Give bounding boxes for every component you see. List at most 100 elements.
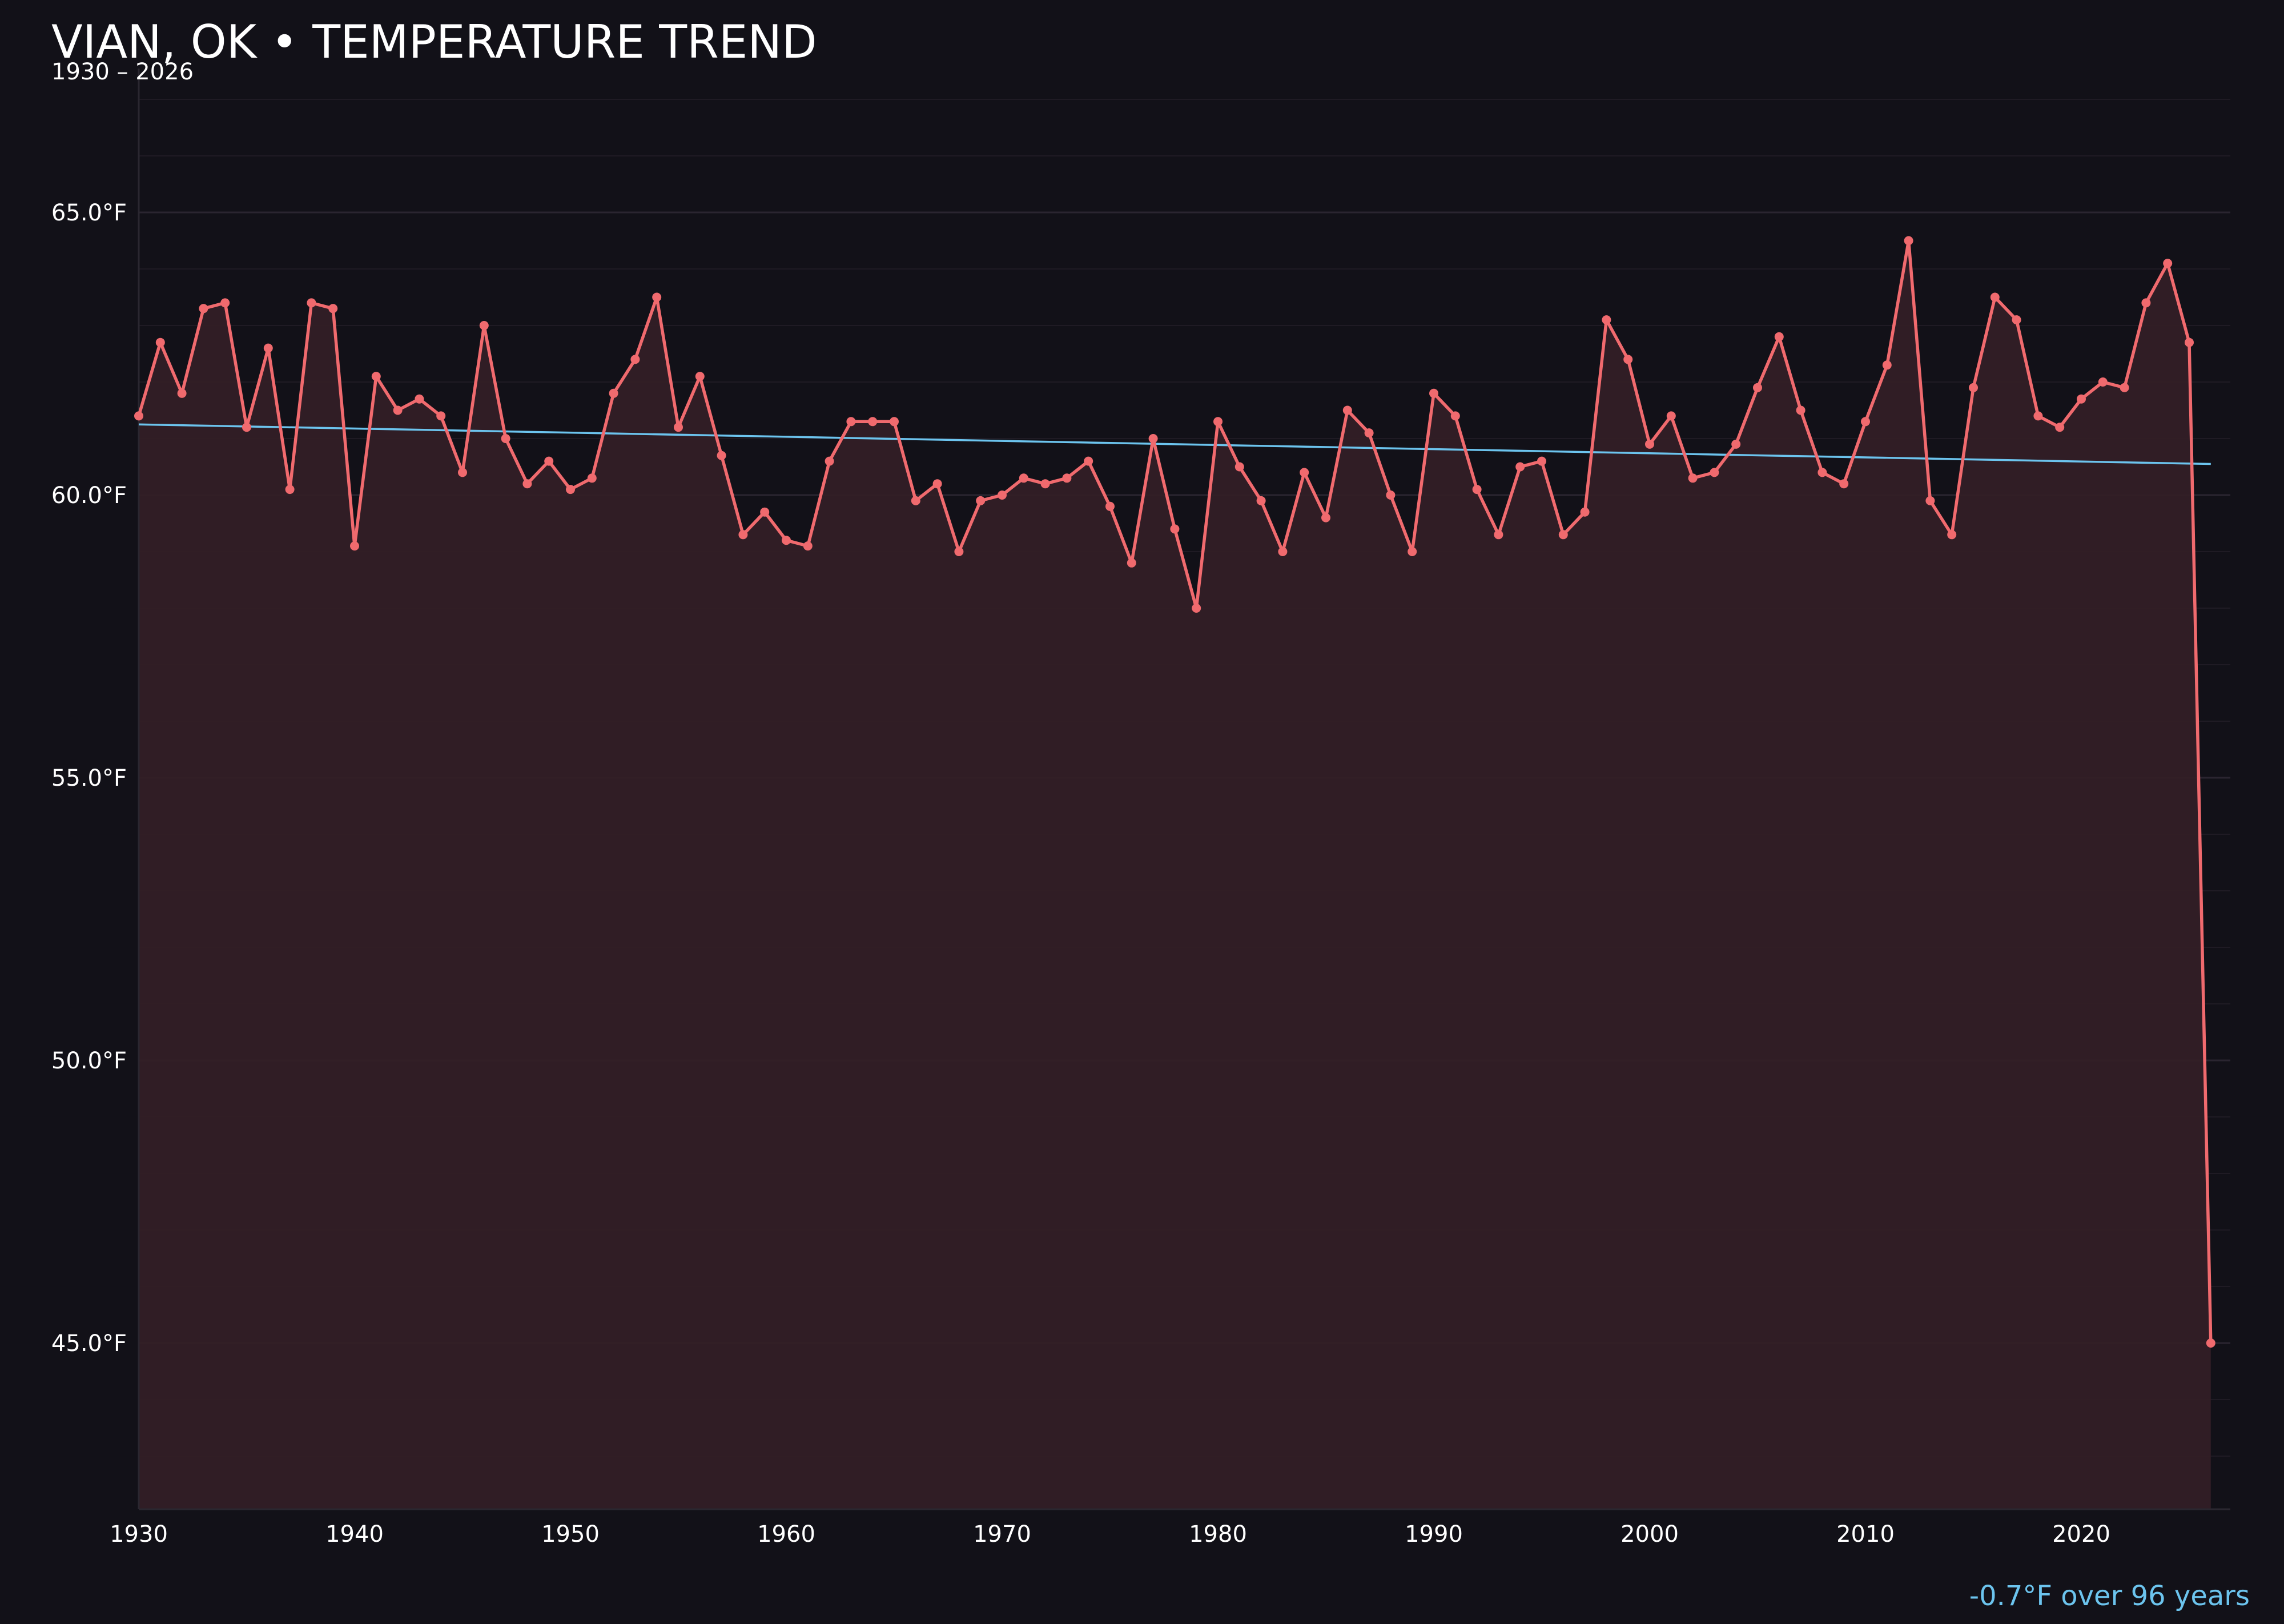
data-point-1962 [825,456,834,466]
data-point-2006 [1774,332,1784,341]
data-point-2003 [1710,468,1719,477]
data-point-2009 [1839,479,1849,489]
data-point-1991 [1450,411,1460,421]
data-point-1960 [782,536,791,545]
trend-annotation: -0.7°F over 96 years [1969,1580,2250,1612]
x-tick-label: 2020 [2052,1521,2110,1547]
data-point-1967 [932,479,942,489]
data-point-1971 [1019,473,1028,483]
data-point-1942 [393,405,403,415]
data-point-1955 [674,423,683,432]
data-point-1941 [371,372,381,381]
data-point-2007 [1796,405,1806,415]
data-point-2012 [1904,236,1913,246]
data-point-2019 [2055,423,2065,432]
x-tick-label: 2010 [1836,1521,1895,1547]
data-point-1937 [285,485,295,495]
data-point-1936 [263,343,273,353]
y-tick-label: 60.0°F [51,483,127,509]
data-point-1987 [1364,428,1374,438]
data-point-1993 [1494,530,1503,540]
data-point-2008 [1817,468,1827,477]
y-tick-label: 45.0°F [51,1330,127,1357]
data-point-1945 [458,468,467,477]
data-point-1965 [890,417,899,427]
data-point-1982 [1256,496,1266,505]
data-point-1977 [1148,434,1158,443]
data-point-1930 [134,411,143,421]
data-point-2016 [1990,292,2000,302]
data-point-1939 [328,304,338,313]
data-point-1963 [846,417,856,427]
data-point-1988 [1386,491,1396,500]
data-point-2020 [2077,394,2086,404]
data-point-1938 [307,298,316,308]
data-point-1992 [1472,485,1482,495]
series-area [139,240,2211,1509]
data-point-1948 [522,479,532,489]
x-tick-label: 1980 [1189,1521,1247,1547]
data-point-2011 [1882,360,1892,370]
data-point-1940 [350,541,359,551]
x-tick-label: 1960 [757,1521,815,1547]
chart-subtitle: 1930 – 2026 [51,59,194,85]
chart-title: VIAN, OK • TEMPERATURE TREND [51,15,817,69]
data-point-1954 [652,292,662,302]
data-point-2000 [1645,439,1654,449]
data-point-1972 [1040,479,1050,489]
data-point-2026 [2206,1338,2215,1348]
trend-line [138,423,2211,465]
data-point-1964 [868,417,878,427]
data-point-1956 [695,372,705,381]
data-point-1949 [544,456,554,466]
data-point-1989 [1408,547,1417,556]
data-point-1973 [1062,473,1072,483]
x-tick-label: 1950 [541,1521,600,1547]
x-tick-label: 1940 [325,1521,384,1547]
data-point-2024 [2163,259,2173,268]
data-point-1959 [760,507,770,517]
data-point-2021 [2098,377,2108,387]
data-point-2004 [1731,439,1741,449]
x-tick-label: 1990 [1405,1521,1463,1547]
data-point-1958 [738,530,748,540]
data-point-2022 [2120,383,2129,392]
data-point-2025 [2185,337,2194,347]
data-point-2013 [1925,496,1935,505]
data-point-1933 [199,304,208,313]
trend-layer [138,423,2211,465]
data-point-1983 [1278,547,1288,556]
x-tick-label: 1930 [110,1521,168,1547]
data-point-1996 [1558,530,1568,540]
y-tick-labels: 45.0°F 50.0°F 55.0°F 60.0°F 65.0°F [51,200,127,1357]
data-point-1994 [1515,462,1525,472]
data-point-2018 [2033,411,2043,421]
data-point-1985 [1321,513,1330,522]
data-point-2017 [2012,315,2021,325]
data-point-1978 [1170,524,1180,534]
data-point-1946 [479,321,489,330]
data-point-1981 [1235,462,1244,472]
data-point-1931 [155,337,165,347]
data-point-2014 [1947,530,1957,540]
data-point-1951 [587,473,597,483]
data-point-1961 [803,541,813,551]
data-point-1999 [1623,355,1633,364]
data-point-2015 [1969,383,1978,392]
data-point-1969 [976,496,986,505]
data-point-2002 [1688,473,1698,483]
data-point-1952 [609,388,618,398]
y-tick-label: 50.0°F [51,1048,127,1074]
data-point-2010 [1861,417,1870,427]
data-point-1968 [954,547,964,556]
area-layer [139,240,2211,1509]
data-point-1974 [1084,456,1093,466]
data-point-1980 [1213,417,1223,427]
data-point-1943 [415,394,424,404]
data-point-1953 [630,355,640,364]
data-point-1957 [717,451,726,460]
data-point-1932 [177,388,187,398]
data-point-1947 [501,434,510,443]
x-tick-labels: 1930 1940 1950 1960 1970 1980 1990 2000 2010 2020 [110,1521,2110,1547]
points-layer [134,236,2215,1348]
